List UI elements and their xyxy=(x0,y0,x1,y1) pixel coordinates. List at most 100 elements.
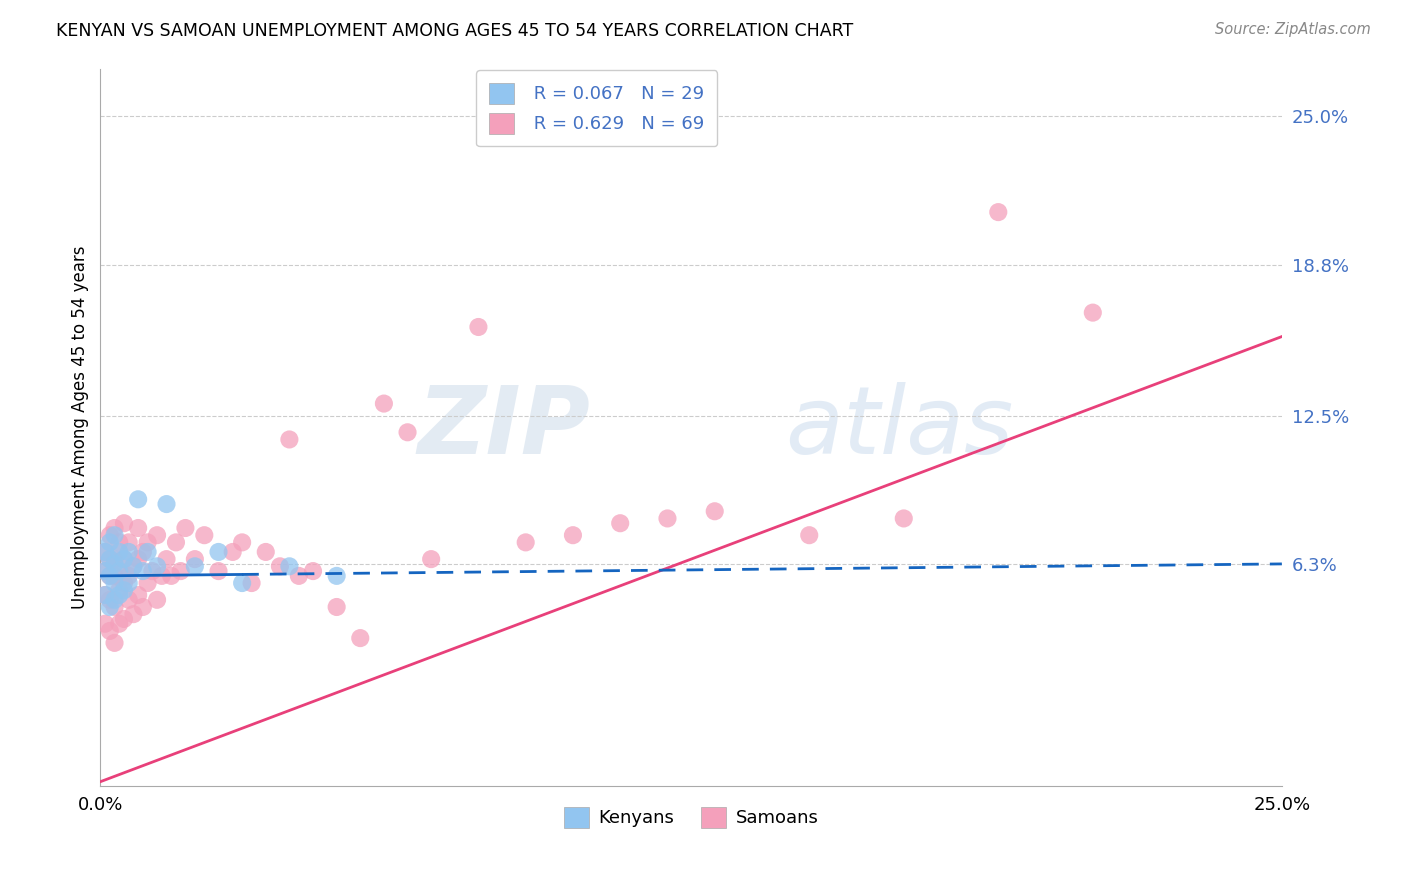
Point xyxy=(132,564,155,578)
Point xyxy=(396,425,419,440)
Point xyxy=(108,535,131,549)
Point xyxy=(122,607,145,622)
Point xyxy=(987,205,1010,219)
Point xyxy=(136,545,159,559)
Point xyxy=(98,552,121,566)
Point xyxy=(349,631,371,645)
Point xyxy=(184,552,207,566)
Point xyxy=(231,535,253,549)
Point xyxy=(136,576,159,591)
Point xyxy=(103,576,125,591)
Text: Source: ZipAtlas.com: Source: ZipAtlas.com xyxy=(1215,22,1371,37)
Point xyxy=(103,557,125,571)
Point xyxy=(325,569,347,583)
Point xyxy=(278,433,301,447)
Point xyxy=(112,552,135,566)
Point xyxy=(132,599,155,614)
Point xyxy=(302,564,325,578)
Point xyxy=(132,545,155,559)
Point xyxy=(703,504,725,518)
Point xyxy=(118,569,141,583)
Point xyxy=(240,576,263,591)
Point xyxy=(221,545,243,559)
Text: KENYAN VS SAMOAN UNEMPLOYMENT AMONG AGES 45 TO 54 YEARS CORRELATION CHART: KENYAN VS SAMOAN UNEMPLOYMENT AMONG AGES… xyxy=(56,22,853,40)
Point xyxy=(467,320,489,334)
Point xyxy=(118,592,141,607)
Point xyxy=(94,545,117,559)
Point xyxy=(269,559,291,574)
Point xyxy=(609,516,631,531)
Point xyxy=(108,564,131,578)
Point xyxy=(278,559,301,574)
Point xyxy=(118,535,141,549)
Point xyxy=(94,616,117,631)
Point xyxy=(799,528,821,542)
Text: ZIP: ZIP xyxy=(418,382,591,474)
Point xyxy=(893,511,915,525)
Point xyxy=(108,564,131,578)
Point xyxy=(146,592,169,607)
Point xyxy=(122,559,145,574)
Point xyxy=(127,521,149,535)
Y-axis label: Unemployment Among Ages 45 to 54 years: Unemployment Among Ages 45 to 54 years xyxy=(72,246,89,609)
Point xyxy=(207,564,229,578)
Point xyxy=(420,552,443,566)
Point xyxy=(127,492,149,507)
Point xyxy=(103,528,125,542)
Point xyxy=(98,569,121,583)
Point xyxy=(98,599,121,614)
Point xyxy=(231,576,253,591)
Point xyxy=(103,599,125,614)
Text: atlas: atlas xyxy=(786,382,1014,473)
Point xyxy=(155,552,177,566)
Point xyxy=(118,576,141,591)
Point xyxy=(108,588,131,602)
Point xyxy=(108,583,131,598)
Point xyxy=(146,559,169,574)
Point xyxy=(515,535,537,549)
Point xyxy=(118,545,141,559)
Point xyxy=(150,569,173,583)
Point xyxy=(103,521,125,535)
Point xyxy=(184,559,207,574)
Point xyxy=(103,592,125,607)
Point xyxy=(146,528,169,542)
Point xyxy=(141,564,163,578)
Point xyxy=(112,516,135,531)
Point xyxy=(165,535,187,549)
Point xyxy=(103,569,125,583)
Point xyxy=(94,588,117,602)
Point xyxy=(174,521,197,535)
Point xyxy=(103,636,125,650)
Point xyxy=(207,545,229,559)
Point xyxy=(94,588,117,602)
Point xyxy=(160,569,183,583)
Point xyxy=(94,545,117,559)
Point xyxy=(103,552,125,566)
Point xyxy=(254,545,277,559)
Point xyxy=(127,552,149,566)
Point xyxy=(112,576,135,591)
Point xyxy=(98,535,121,549)
Point xyxy=(155,497,177,511)
Point xyxy=(112,583,135,598)
Point xyxy=(98,528,121,542)
Point xyxy=(288,569,311,583)
Point xyxy=(136,535,159,549)
Point xyxy=(373,396,395,410)
Legend: Kenyans, Samoans: Kenyans, Samoans xyxy=(557,799,825,835)
Point xyxy=(193,528,215,542)
Point xyxy=(98,569,121,583)
Point xyxy=(1081,305,1104,319)
Point xyxy=(122,559,145,574)
Point xyxy=(94,564,117,578)
Point xyxy=(94,564,117,578)
Point xyxy=(108,545,131,559)
Point xyxy=(98,592,121,607)
Point xyxy=(98,552,121,566)
Point xyxy=(108,616,131,631)
Point xyxy=(170,564,193,578)
Point xyxy=(562,528,585,542)
Point xyxy=(325,599,347,614)
Point xyxy=(112,612,135,626)
